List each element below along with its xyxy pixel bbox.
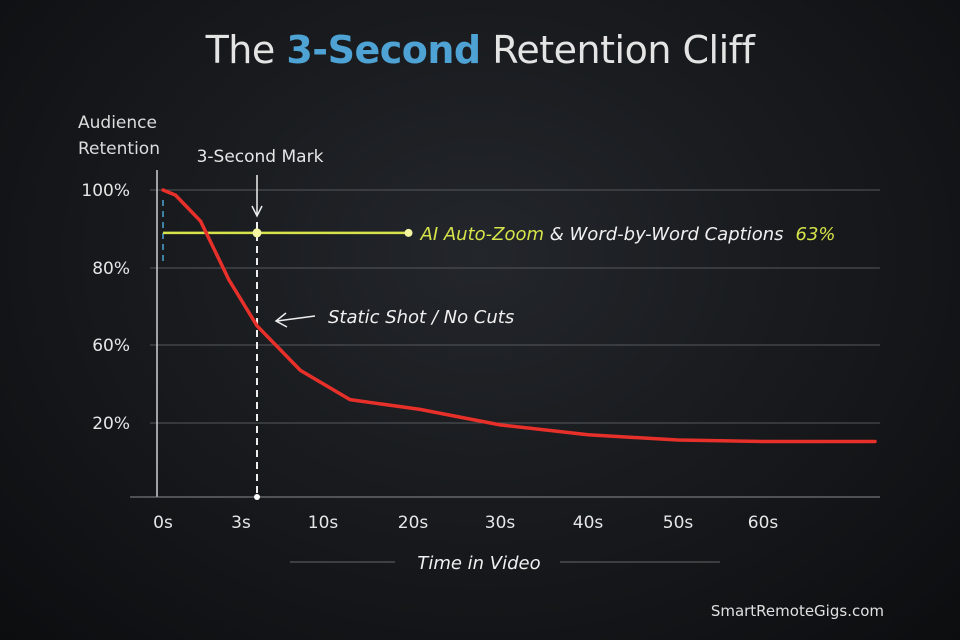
x-tick-label: 40s — [573, 513, 604, 533]
retention-point — [161, 188, 165, 192]
arrow-left-icon — [274, 312, 288, 328]
three-second-axis-dot — [254, 494, 260, 500]
y-axis-label-line2: Retention — [78, 139, 160, 159]
title-highlight: 3-Second — [286, 28, 481, 72]
title-suffix: Retention Cliff — [480, 28, 755, 72]
x-tick-label: 3s — [231, 513, 251, 533]
x-tick-label: 0s — [153, 513, 173, 533]
retention-point — [298, 368, 302, 372]
x-tick-label: 60s — [748, 513, 779, 533]
three-second-mark-label: 3-Second Mark — [197, 147, 324, 167]
retention-point — [348, 398, 352, 402]
ai-line-label: AI Auto-Zoom & Word-by-Word Captions 63% — [420, 224, 836, 245]
retention-point — [873, 440, 877, 443]
y-tick-label: 80% — [92, 259, 130, 279]
y-tick-label: 100% — [81, 181, 130, 201]
x-axis-label: Time in Video — [417, 553, 540, 574]
ai-line-dot-3s — [252, 228, 262, 238]
retention-point — [498, 423, 502, 427]
static-arrow-shaft — [276, 315, 316, 322]
y-tick-label: 60% — [92, 336, 130, 356]
x-tick-label: 30s — [485, 513, 516, 533]
watermark: SmartRemoteGigs.com — [710, 602, 884, 620]
retention-point — [227, 278, 231, 282]
y-axis-label-line1: Audience — [78, 113, 157, 133]
ai-line-end-dot — [404, 228, 413, 237]
x-tick-label: 10s — [308, 513, 339, 533]
ai-value-label: 63% — [796, 224, 836, 245]
ai-label-accent: AI Auto-Zoom — [420, 224, 545, 245]
retention-point — [174, 193, 178, 197]
ai-label-rest: & Word-by-Word Captions — [544, 224, 783, 245]
arrow-down-icon — [251, 205, 263, 218]
retention-point — [676, 438, 680, 442]
retention-point — [418, 407, 422, 411]
y-tick-label: 20% — [92, 414, 130, 434]
title-prefix: The — [205, 28, 287, 72]
chart-title: The 3-Second Retention Cliff — [0, 28, 960, 72]
retention-point — [761, 440, 765, 443]
retention-point — [199, 219, 203, 223]
x-tick-label: 50s — [663, 513, 694, 533]
retention-point — [586, 433, 590, 437]
static-shot-label: Static Shot / No Cuts — [328, 307, 514, 328]
retention-point — [255, 324, 259, 328]
x-tick-label: 20s — [398, 513, 429, 533]
